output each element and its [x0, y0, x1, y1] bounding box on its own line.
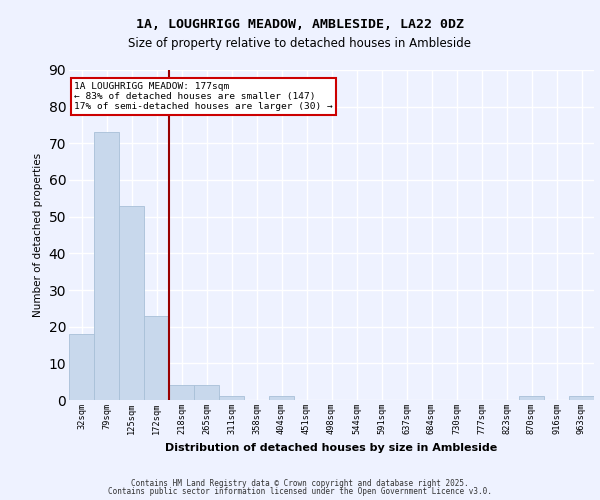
Bar — [94, 132, 119, 400]
Text: Size of property relative to detached houses in Ambleside: Size of property relative to detached ho… — [128, 38, 472, 51]
Text: Contains public sector information licensed under the Open Government Licence v3: Contains public sector information licen… — [108, 487, 492, 496]
Text: 1A LOUGHRIGG MEADOW: 177sqm
← 83% of detached houses are smaller (147)
17% of se: 1A LOUGHRIGG MEADOW: 177sqm ← 83% of det… — [74, 82, 333, 112]
Text: 1A, LOUGHRIGG MEADOW, AMBLESIDE, LA22 0DZ: 1A, LOUGHRIGG MEADOW, AMBLESIDE, LA22 0D… — [136, 18, 464, 30]
X-axis label: Distribution of detached houses by size in Ambleside: Distribution of detached houses by size … — [166, 442, 497, 452]
Bar — [169, 386, 194, 400]
Bar — [69, 334, 94, 400]
Bar — [144, 316, 169, 400]
Bar — [194, 386, 219, 400]
Bar — [269, 396, 294, 400]
Bar — [219, 396, 244, 400]
Bar — [119, 206, 144, 400]
Text: Contains HM Land Registry data © Crown copyright and database right 2025.: Contains HM Land Registry data © Crown c… — [131, 478, 469, 488]
Bar — [519, 396, 544, 400]
Y-axis label: Number of detached properties: Number of detached properties — [33, 153, 43, 317]
Bar — [569, 396, 594, 400]
